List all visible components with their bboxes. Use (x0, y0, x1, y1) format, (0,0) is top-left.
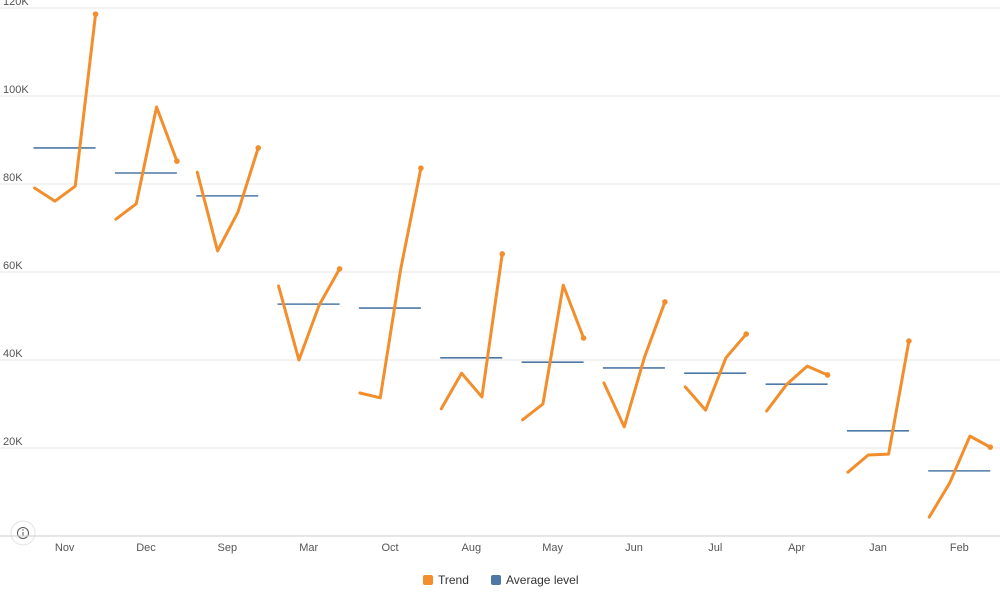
trend-end-dot (92, 11, 99, 17)
info-icon[interactable] (10, 520, 36, 546)
y-tick-label: 60K (3, 260, 23, 272)
y-tick-label: 100K (3, 84, 29, 96)
trend-line (846, 339, 911, 474)
trend-end-dot (336, 266, 343, 272)
trend-end-dot (906, 338, 912, 344)
x-tick-label: Sep (218, 542, 238, 554)
x-tick-label: Oct (381, 542, 398, 554)
trend-line (602, 300, 667, 429)
y-tick-label: 40K (3, 348, 23, 360)
trend-line (33, 12, 98, 203)
y-tick-label: 120K (3, 0, 29, 8)
x-tick-label: Feb (950, 542, 969, 554)
legend-label: Trend (438, 573, 469, 587)
legend-label: Average level (506, 573, 579, 587)
trend-end-dot (174, 158, 180, 164)
y-tick-label: 80K (3, 172, 23, 184)
plot: 20K 40K 60K 80K 100K 120K Nov Dec Sep Mar Oct Aug Ma… (0, 0, 1000, 587)
trend-line (195, 146, 260, 253)
y-tick-label: 20K (3, 436, 23, 448)
x-tick-label: Jul (708, 542, 722, 554)
trend-end-dot (255, 145, 262, 151)
x-tick-label: Mar (299, 542, 318, 554)
x-tick-label: May (542, 542, 563, 554)
trend-end-dot (824, 372, 831, 378)
trend-line (765, 364, 830, 413)
legend-swatch (423, 575, 433, 585)
trend-end-dot (580, 335, 587, 341)
x-tick-label: Dec (136, 542, 156, 554)
x-tick-label: Aug (462, 542, 482, 554)
trend-line (358, 166, 423, 400)
trend-end-dot (743, 331, 750, 337)
x-tick-label: Nov (55, 542, 75, 554)
trend-line (683, 332, 748, 412)
trend-line (114, 105, 179, 221)
x-tick-label: Apr (788, 542, 805, 554)
trend-end-dot (987, 444, 994, 450)
trend-line (277, 267, 342, 362)
trend-end-dot (418, 165, 424, 171)
trend-line (439, 252, 504, 411)
trend-end-dot (499, 251, 506, 257)
trend-line (521, 283, 586, 422)
x-tick-label: Jan (869, 542, 887, 554)
x-tick-label: Jun (625, 542, 643, 554)
legend-swatch (491, 575, 501, 585)
trend-end-dot (662, 299, 668, 305)
trend-line (927, 434, 992, 519)
